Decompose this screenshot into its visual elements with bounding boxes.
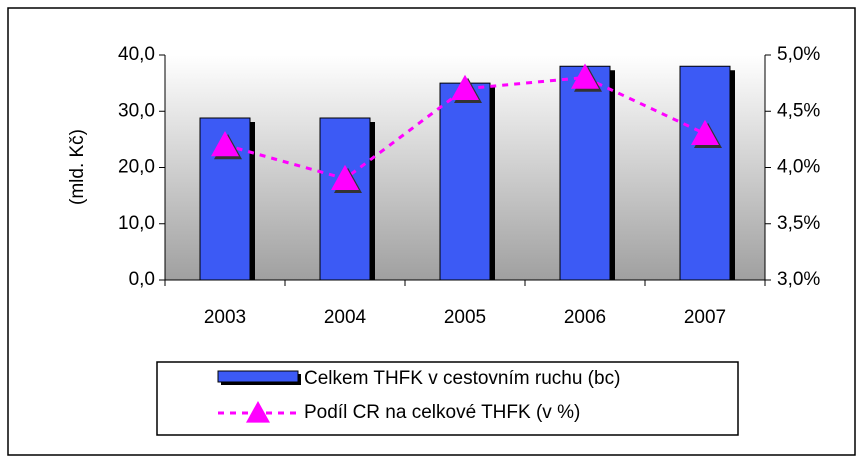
legend-label: Podíl CR na celkové THFK (v %) xyxy=(304,402,580,423)
bar xyxy=(679,65,731,281)
x-tick-label: 2006 xyxy=(564,307,606,328)
bar xyxy=(319,117,371,281)
marker xyxy=(331,164,359,190)
marker xyxy=(571,63,599,89)
x-tick-label: 2004 xyxy=(324,307,367,328)
legend-swatch xyxy=(217,370,299,383)
y-tick-label: 20,0 xyxy=(118,157,155,178)
bar xyxy=(559,65,611,281)
y2-tick-label: 3,5% xyxy=(777,213,820,234)
marker xyxy=(451,74,479,100)
y-tick-label: 30,0 xyxy=(118,100,155,121)
y2-tick-label: 5,0% xyxy=(777,44,820,65)
y-tick-label: 40,0 xyxy=(118,44,155,65)
y-axis-label: (mld. Kč) xyxy=(67,129,88,205)
frame xyxy=(7,7,856,456)
x-tick-label: 2007 xyxy=(684,307,726,328)
bar xyxy=(439,82,491,281)
y2-tick-label: 4,5% xyxy=(777,100,820,121)
y-tick-label: 0,0 xyxy=(129,269,155,290)
y2-tick-label: 3,0% xyxy=(777,269,820,290)
legend-label: Celkem THFK v cestovním ruchu (bc) xyxy=(304,368,620,389)
legend-marker xyxy=(246,401,270,423)
x-tick-label: 2005 xyxy=(444,307,486,328)
y-tick-label: 10,0 xyxy=(118,213,155,234)
y2-tick-label: 4,0% xyxy=(777,157,820,178)
marker xyxy=(691,119,719,145)
marker xyxy=(211,131,239,157)
x-tick-label: 2003 xyxy=(204,307,246,328)
